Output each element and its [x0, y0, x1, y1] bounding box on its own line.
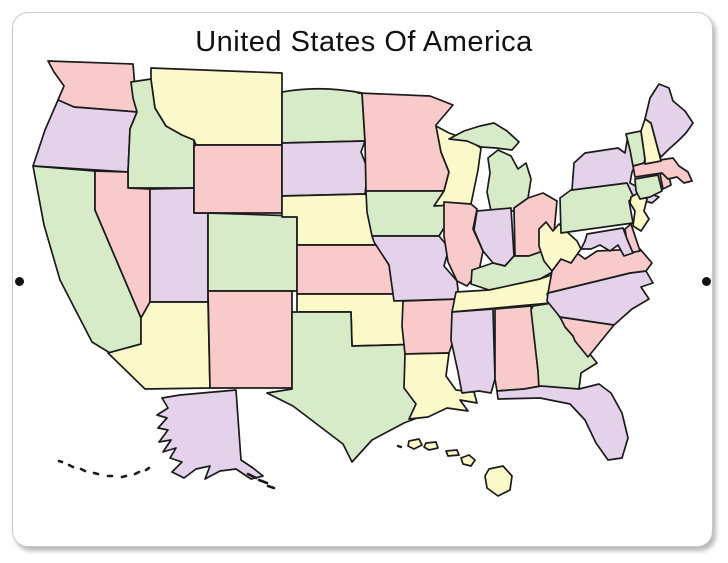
state-arkansas — [401, 298, 460, 355]
map-title: United States Of America — [195, 26, 533, 58]
state-maine — [644, 83, 694, 158]
alaska-panhandle-islands — [246, 472, 276, 490]
state-oregon — [32, 99, 138, 173]
state-michigan — [448, 122, 532, 212]
state-south-carolina — [559, 316, 615, 358]
state-south-dakota — [281, 140, 369, 197]
state-colorado — [207, 212, 298, 292]
aleutian-islands — [57, 459, 151, 479]
state-north-dakota — [281, 87, 366, 144]
state-connecticut — [634, 174, 663, 200]
state-wyoming — [193, 144, 283, 214]
state-mississippi — [450, 308, 496, 394]
state-hawaii — [407, 438, 513, 497]
state-maryland — [580, 227, 634, 257]
state-new-mexico — [207, 290, 293, 389]
state-louisiana — [403, 352, 478, 420]
hawaii-small-islet — [396, 444, 403, 449]
state-alaska — [156, 389, 264, 480]
state-florida — [496, 383, 629, 461]
left-edge-dot — [15, 277, 24, 286]
right-edge-dot — [702, 277, 711, 286]
state-missouri — [371, 235, 460, 302]
